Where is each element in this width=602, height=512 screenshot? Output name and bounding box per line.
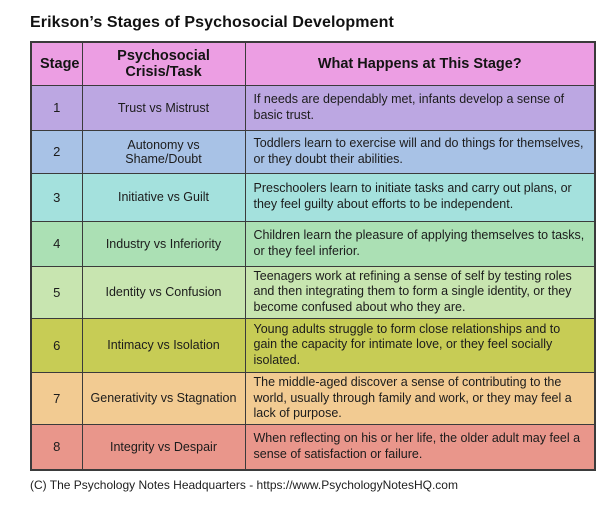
stage-description: Teenagers work at refining a sense of se… xyxy=(244,265,596,319)
stage-description: Preschoolers learn to initiate tasks and… xyxy=(244,172,596,222)
stage-number: 7 xyxy=(30,371,83,426)
table-row: 7 Generativity vs Stagnation The middle-… xyxy=(30,371,596,426)
stage-number: 5 xyxy=(30,265,83,319)
crisis-label: Intimacy vs Isolation xyxy=(81,317,246,373)
crisis-label: Initiative vs Guilt xyxy=(81,172,246,222)
table-row: 4 Industry vs Inferiority Children learn… xyxy=(30,220,596,267)
stage-description: Children learn the pleasure of applying … xyxy=(244,220,596,267)
table-row: 3 Initiative vs Guilt Preschoolers learn… xyxy=(30,172,596,222)
stage-description: When reflecting on his or her life, the … xyxy=(244,424,596,470)
table-row: 2 Autonomy vs Shame/Doubt Toddlers learn… xyxy=(30,129,596,174)
stage-number: 2 xyxy=(30,129,83,174)
col-header-crisis: Psychosocial Crisis/Task xyxy=(81,41,246,86)
crisis-label: Integrity vs Despair xyxy=(81,424,246,470)
stages-table: Stage Psychosocial Crisis/Task What Happ… xyxy=(30,41,596,471)
stage-description: Toddlers learn to exercise will and do t… xyxy=(244,129,596,174)
crisis-label: Trust vs Mistrust xyxy=(81,84,246,131)
stage-number: 6 xyxy=(30,317,83,373)
stage-number: 8 xyxy=(30,424,83,470)
stage-number: 3 xyxy=(30,172,83,222)
copyright-footer: (C) The Psychology Notes Headquarters - … xyxy=(30,477,458,492)
table-row: 6 Intimacy vs Isolation Young adults str… xyxy=(30,317,596,373)
crisis-label: Generativity vs Stagnation xyxy=(81,371,246,426)
col-header-stage: Stage xyxy=(30,41,83,86)
stage-number: 1 xyxy=(30,84,83,131)
table-row: 1 Trust vs Mistrust If needs are dependa… xyxy=(30,84,596,131)
crisis-label: Autonomy vs Shame/Doubt xyxy=(81,129,246,174)
table-row: 8 Integrity vs Despair When reflecting o… xyxy=(30,424,596,470)
stage-number: 4 xyxy=(30,220,83,267)
col-header-what-happens: What Happens at This Stage? xyxy=(244,41,596,86)
table-row: 5 Identity vs Confusion Teenagers work a… xyxy=(30,265,596,319)
stage-description: Young adults struggle to form close rela… xyxy=(244,317,596,373)
stage-description: If needs are dependably met, infants dev… xyxy=(244,84,596,131)
crisis-label: Identity vs Confusion xyxy=(81,265,246,319)
stage-description: The middle-aged discover a sense of cont… xyxy=(244,371,596,426)
table-header-row: Stage Psychosocial Crisis/Task What Happ… xyxy=(30,41,596,86)
page-title: Erikson’s Stages of Psychosocial Develop… xyxy=(30,14,394,31)
crisis-label: Industry vs Inferiority xyxy=(81,220,246,267)
